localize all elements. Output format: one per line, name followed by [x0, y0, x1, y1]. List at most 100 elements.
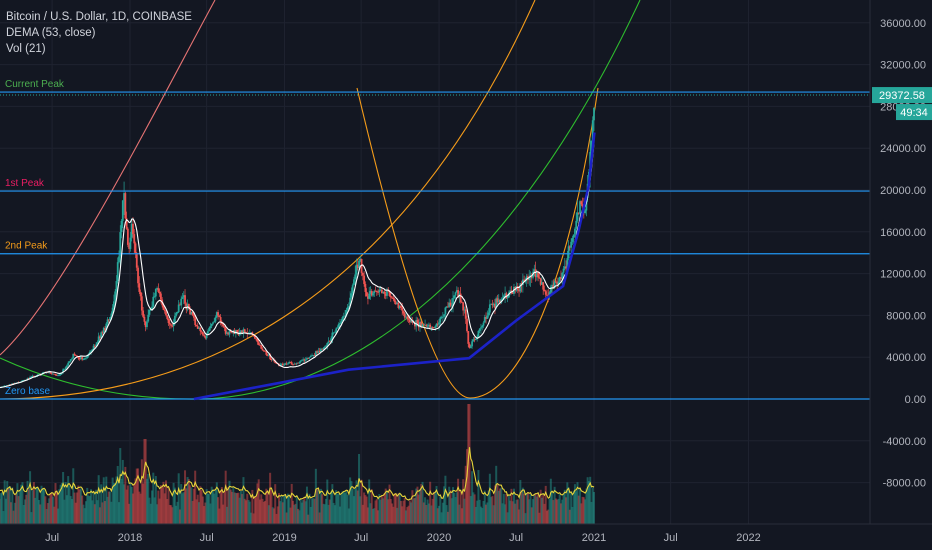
candle-body [499, 299, 501, 303]
volume-bar [505, 493, 508, 524]
time-axis[interactable]: Jul 2018 Jul 2019 Jul 2020 Jul 2021 Jul 2022 [45, 532, 761, 544]
volume-bar [239, 491, 242, 524]
candle-body [130, 223, 133, 238]
candle-body [337, 324, 340, 328]
dema-line [0, 142, 595, 389]
volume-bar [158, 498, 161, 524]
candle-body [494, 303, 496, 308]
volume-bar [206, 493, 209, 524]
candle-body [106, 319, 109, 324]
volume-bar [203, 506, 206, 524]
volume-bar [72, 468, 75, 524]
candle-body [76, 355, 78, 357]
candle-body [289, 361, 292, 363]
volume-bar [54, 483, 57, 524]
candle-body [351, 285, 354, 294]
candle-body [151, 306, 153, 310]
volume-bar [111, 477, 114, 524]
candle-body [468, 343, 471, 348]
volume-bar [281, 502, 284, 524]
candle-body [396, 302, 399, 305]
volume-ma-line [0, 447, 595, 501]
candle-body [443, 314, 446, 317]
candle-body [120, 220, 123, 233]
volume-bar [346, 494, 349, 524]
volume-bar [44, 496, 47, 524]
candle-body [69, 359, 72, 362]
volume-bar [53, 506, 56, 524]
candle-body [341, 317, 344, 322]
volume-bar [314, 468, 317, 524]
symbol-title[interactable]: Bitcoin / U.S. Dollar, 1D, COINBASE [6, 11, 192, 23]
x-tick-label-3: 2019 [272, 532, 296, 544]
candle-body [177, 304, 180, 313]
volume-bar [336, 494, 339, 524]
horizontal-levels[interactable]: Current Peak 1st Peak 2nd Peak Zero base [0, 79, 870, 400]
candle-body [105, 323, 108, 331]
candle-body [482, 322, 485, 326]
candle-body [419, 321, 421, 328]
candle-body [168, 323, 171, 325]
candle-body [217, 312, 219, 316]
price-axis[interactable]: 36000.0032000.0028000.0024000.0020000.00… [880, 18, 926, 490]
volume-bar [291, 500, 294, 524]
volume-bar [396, 507, 399, 524]
volume-bar [69, 496, 72, 524]
candle-body [491, 303, 494, 306]
candle-body [158, 291, 161, 294]
volume-bar [473, 494, 476, 524]
level-label-2: 2nd Peak [5, 241, 48, 252]
trend-line[interactable] [193, 132, 596, 401]
candle-body [590, 140, 593, 152]
volume-bar [483, 490, 486, 524]
volume-bar [156, 504, 159, 524]
volume-bar [43, 489, 46, 524]
candle-body [403, 313, 406, 318]
candle-body [511, 292, 514, 294]
volume-bar [337, 493, 340, 524]
volume-bar [86, 487, 89, 524]
volume-bar [55, 491, 58, 524]
volume-bar [530, 507, 533, 524]
volume-bar [185, 488, 188, 524]
candle-body [478, 328, 481, 331]
candle-body [495, 298, 498, 308]
volume-bar [29, 471, 32, 524]
countdown-text: 49:34 [900, 107, 928, 119]
volume-bar [509, 500, 512, 524]
candle-body [265, 351, 268, 355]
volume-bar [514, 503, 517, 524]
volume-bar [543, 503, 546, 524]
candle-body [323, 346, 326, 348]
volume-bar [325, 498, 328, 524]
candle-body [294, 363, 297, 365]
volume-bar [161, 487, 164, 524]
indicator-volume-label[interactable]: Vol (21) [6, 43, 46, 55]
volume-bar [460, 508, 463, 524]
candle-body [128, 244, 131, 249]
candle-body [189, 308, 192, 315]
volume-bar [242, 477, 245, 524]
volume-bar [22, 504, 25, 524]
volume-bar [159, 485, 162, 524]
candle-body [410, 320, 413, 323]
candle-body [91, 349, 94, 351]
indicator-dema-label[interactable]: DEMA (53, close) [6, 27, 96, 39]
volume-bar [559, 503, 562, 524]
volume-bar [360, 479, 363, 524]
candle-body [490, 303, 493, 305]
volume-bar [546, 510, 549, 524]
volume-bar [297, 508, 300, 524]
volume-bar [352, 496, 355, 524]
candle-body [228, 330, 231, 335]
volume-bar [0, 493, 2, 524]
volume-bar [181, 493, 184, 524]
volume-bar [76, 492, 79, 524]
candle-body [439, 317, 442, 323]
volume-bar [215, 482, 218, 524]
candle-body [450, 305, 453, 307]
candle-body [46, 372, 49, 373]
volume-bar [366, 507, 369, 524]
volume-bar [248, 501, 251, 524]
